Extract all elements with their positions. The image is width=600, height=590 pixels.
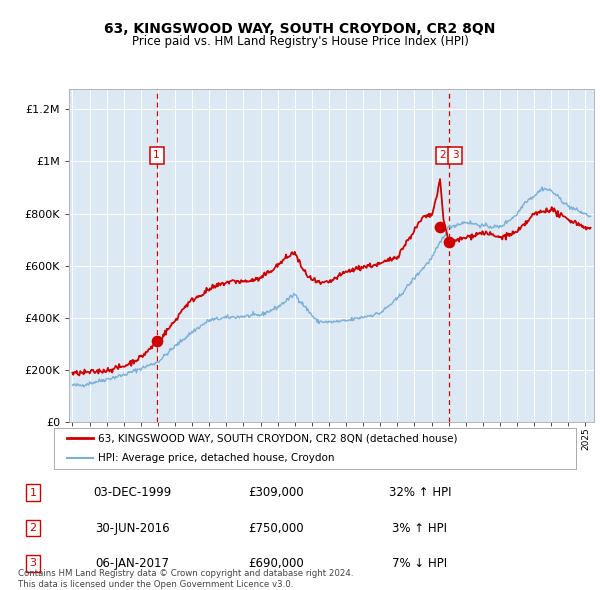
Text: 2: 2 — [29, 523, 37, 533]
Text: Price paid vs. HM Land Registry's House Price Index (HPI): Price paid vs. HM Land Registry's House … — [131, 35, 469, 48]
Point — [435, 222, 445, 231]
Text: 3: 3 — [29, 559, 37, 568]
Text: Contains HM Land Registry data © Crown copyright and database right 2024.
This d: Contains HM Land Registry data © Crown c… — [18, 569, 353, 589]
Text: £309,000: £309,000 — [248, 486, 304, 499]
Text: 3: 3 — [452, 150, 458, 160]
Text: 7% ↓ HPI: 7% ↓ HPI — [392, 557, 448, 570]
Text: 1: 1 — [153, 150, 160, 160]
Text: 2: 2 — [440, 150, 446, 160]
Text: 30-JUN-2016: 30-JUN-2016 — [95, 522, 169, 535]
Text: £690,000: £690,000 — [248, 557, 304, 570]
Text: 63, KINGSWOOD WAY, SOUTH CROYDON, CR2 8QN: 63, KINGSWOOD WAY, SOUTH CROYDON, CR2 8Q… — [104, 22, 496, 37]
Text: 32% ↑ HPI: 32% ↑ HPI — [389, 486, 451, 499]
Text: £750,000: £750,000 — [248, 522, 304, 535]
Text: 03-DEC-1999: 03-DEC-1999 — [93, 486, 171, 499]
Text: 06-JAN-2017: 06-JAN-2017 — [95, 557, 169, 570]
Text: 1: 1 — [29, 488, 37, 497]
Text: 3% ↑ HPI: 3% ↑ HPI — [392, 522, 448, 535]
Point — [444, 237, 454, 247]
Text: HPI: Average price, detached house, Croydon: HPI: Average price, detached house, Croy… — [98, 453, 335, 463]
Text: 63, KINGSWOOD WAY, SOUTH CROYDON, CR2 8QN (detached house): 63, KINGSWOOD WAY, SOUTH CROYDON, CR2 8Q… — [98, 434, 458, 444]
Point — [152, 337, 161, 346]
